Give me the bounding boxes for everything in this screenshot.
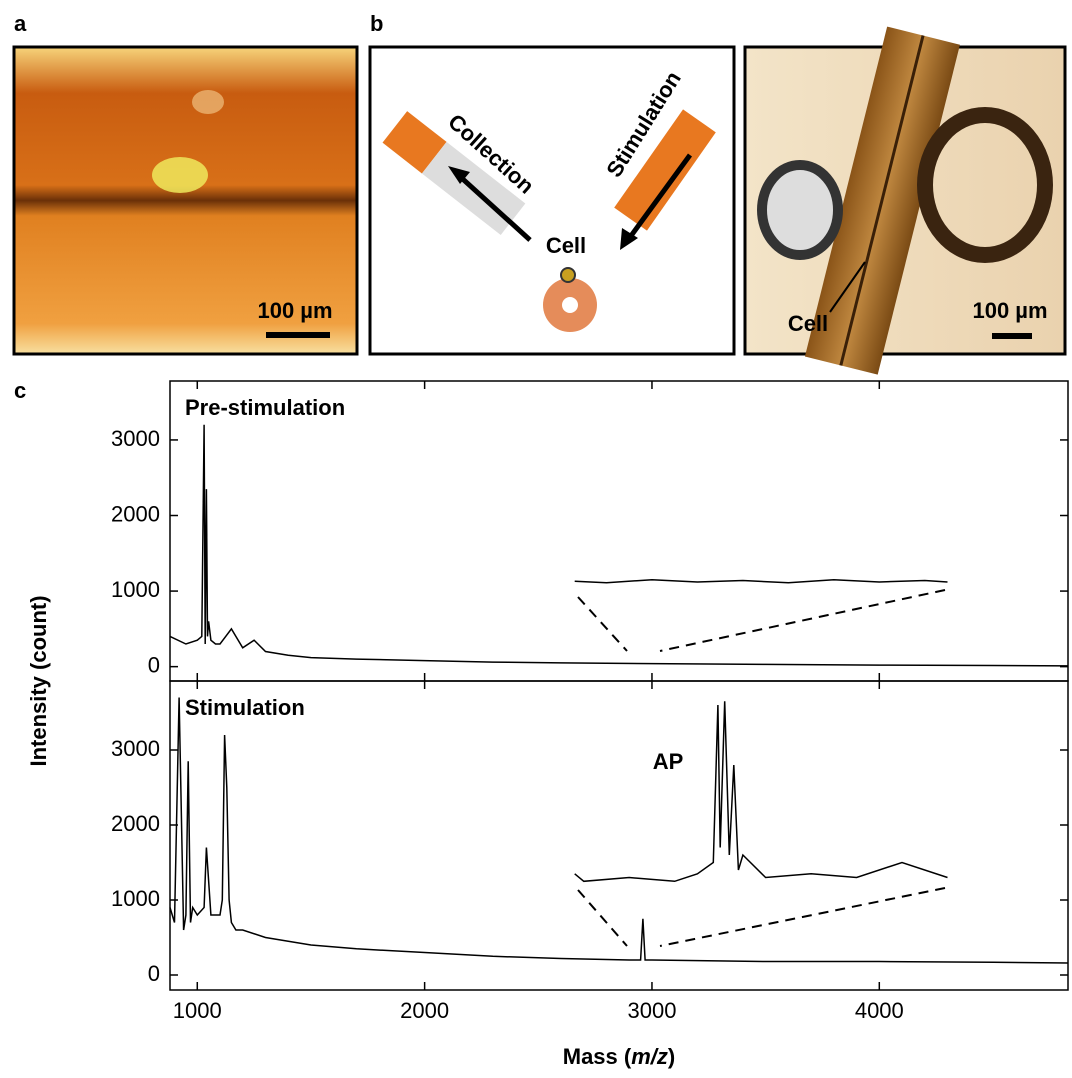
- target-hole: [562, 297, 578, 313]
- scale-bar: [992, 333, 1032, 339]
- cell: [560, 267, 576, 283]
- panel-title: Stimulation: [185, 695, 305, 720]
- stimulation-capillary: [614, 109, 716, 231]
- panel-letter: a: [14, 11, 27, 36]
- zoom-line: [659, 887, 946, 947]
- x-tick-label: 4000: [855, 998, 904, 1023]
- cell-image: [152, 157, 208, 193]
- x-tick-label: 3000: [627, 998, 676, 1023]
- spectrum-line: [574, 578, 948, 584]
- arrowhead: [620, 228, 638, 250]
- x-tick-label: 2000: [400, 998, 449, 1023]
- arrow: [625, 153, 693, 242]
- spectrum-line: [169, 424, 1069, 667]
- y-tick-label: 2000: [111, 811, 160, 836]
- x-axis-label-part: Mass (: [563, 1044, 632, 1069]
- scale-bar: [266, 332, 330, 338]
- y-tick-label: 1000: [111, 886, 160, 911]
- y-tick-label: 3000: [111, 426, 160, 451]
- y-tick-label: 0: [148, 652, 160, 677]
- arrow: [453, 170, 532, 242]
- spectrum-line: [574, 701, 948, 883]
- panel-title: Pre-stimulation: [185, 395, 345, 420]
- panel-letter: b: [370, 11, 383, 36]
- photo: [12, 45, 359, 356]
- capillary-image: [804, 26, 960, 375]
- x-tick-label: 1000: [173, 998, 222, 1023]
- panel-letter: c: [14, 378, 26, 403]
- scale-label: 100 µm: [257, 298, 332, 323]
- plot-frame: [169, 380, 1069, 682]
- spectra: 0 1000 2000 3000 Pre-stimulation Intensity (c…: [26, 380, 1069, 1069]
- y-tick-label: 1000: [111, 577, 160, 602]
- pipette-image: [757, 160, 843, 260]
- cell-image: [192, 90, 224, 114]
- pointer: [829, 261, 866, 313]
- y-axis-label: Intensity (count): [26, 595, 51, 766]
- x-axis-label-part: m/z: [631, 1044, 668, 1069]
- y-tick-label: 0: [148, 961, 160, 986]
- spectrum-line: [169, 697, 1069, 964]
- pipette-image: [917, 107, 1053, 263]
- zoom-line: [577, 889, 628, 947]
- cell-label: Cell: [788, 311, 828, 336]
- arrowhead: [448, 166, 470, 184]
- zoom-line: [659, 589, 946, 652]
- x-axis-label: Mass (m/z): [563, 1044, 676, 1069]
- zoom-line: [577, 596, 628, 652]
- plot-frame: [169, 680, 1069, 991]
- scale-label: 100 µm: [972, 298, 1047, 323]
- annotation: AP: [653, 749, 684, 774]
- x-axis-label-part: ): [668, 1044, 675, 1069]
- cell-label: Cell: [546, 233, 586, 258]
- y-tick-label: 2000: [111, 501, 160, 526]
- y-tick-label: 3000: [111, 736, 160, 761]
